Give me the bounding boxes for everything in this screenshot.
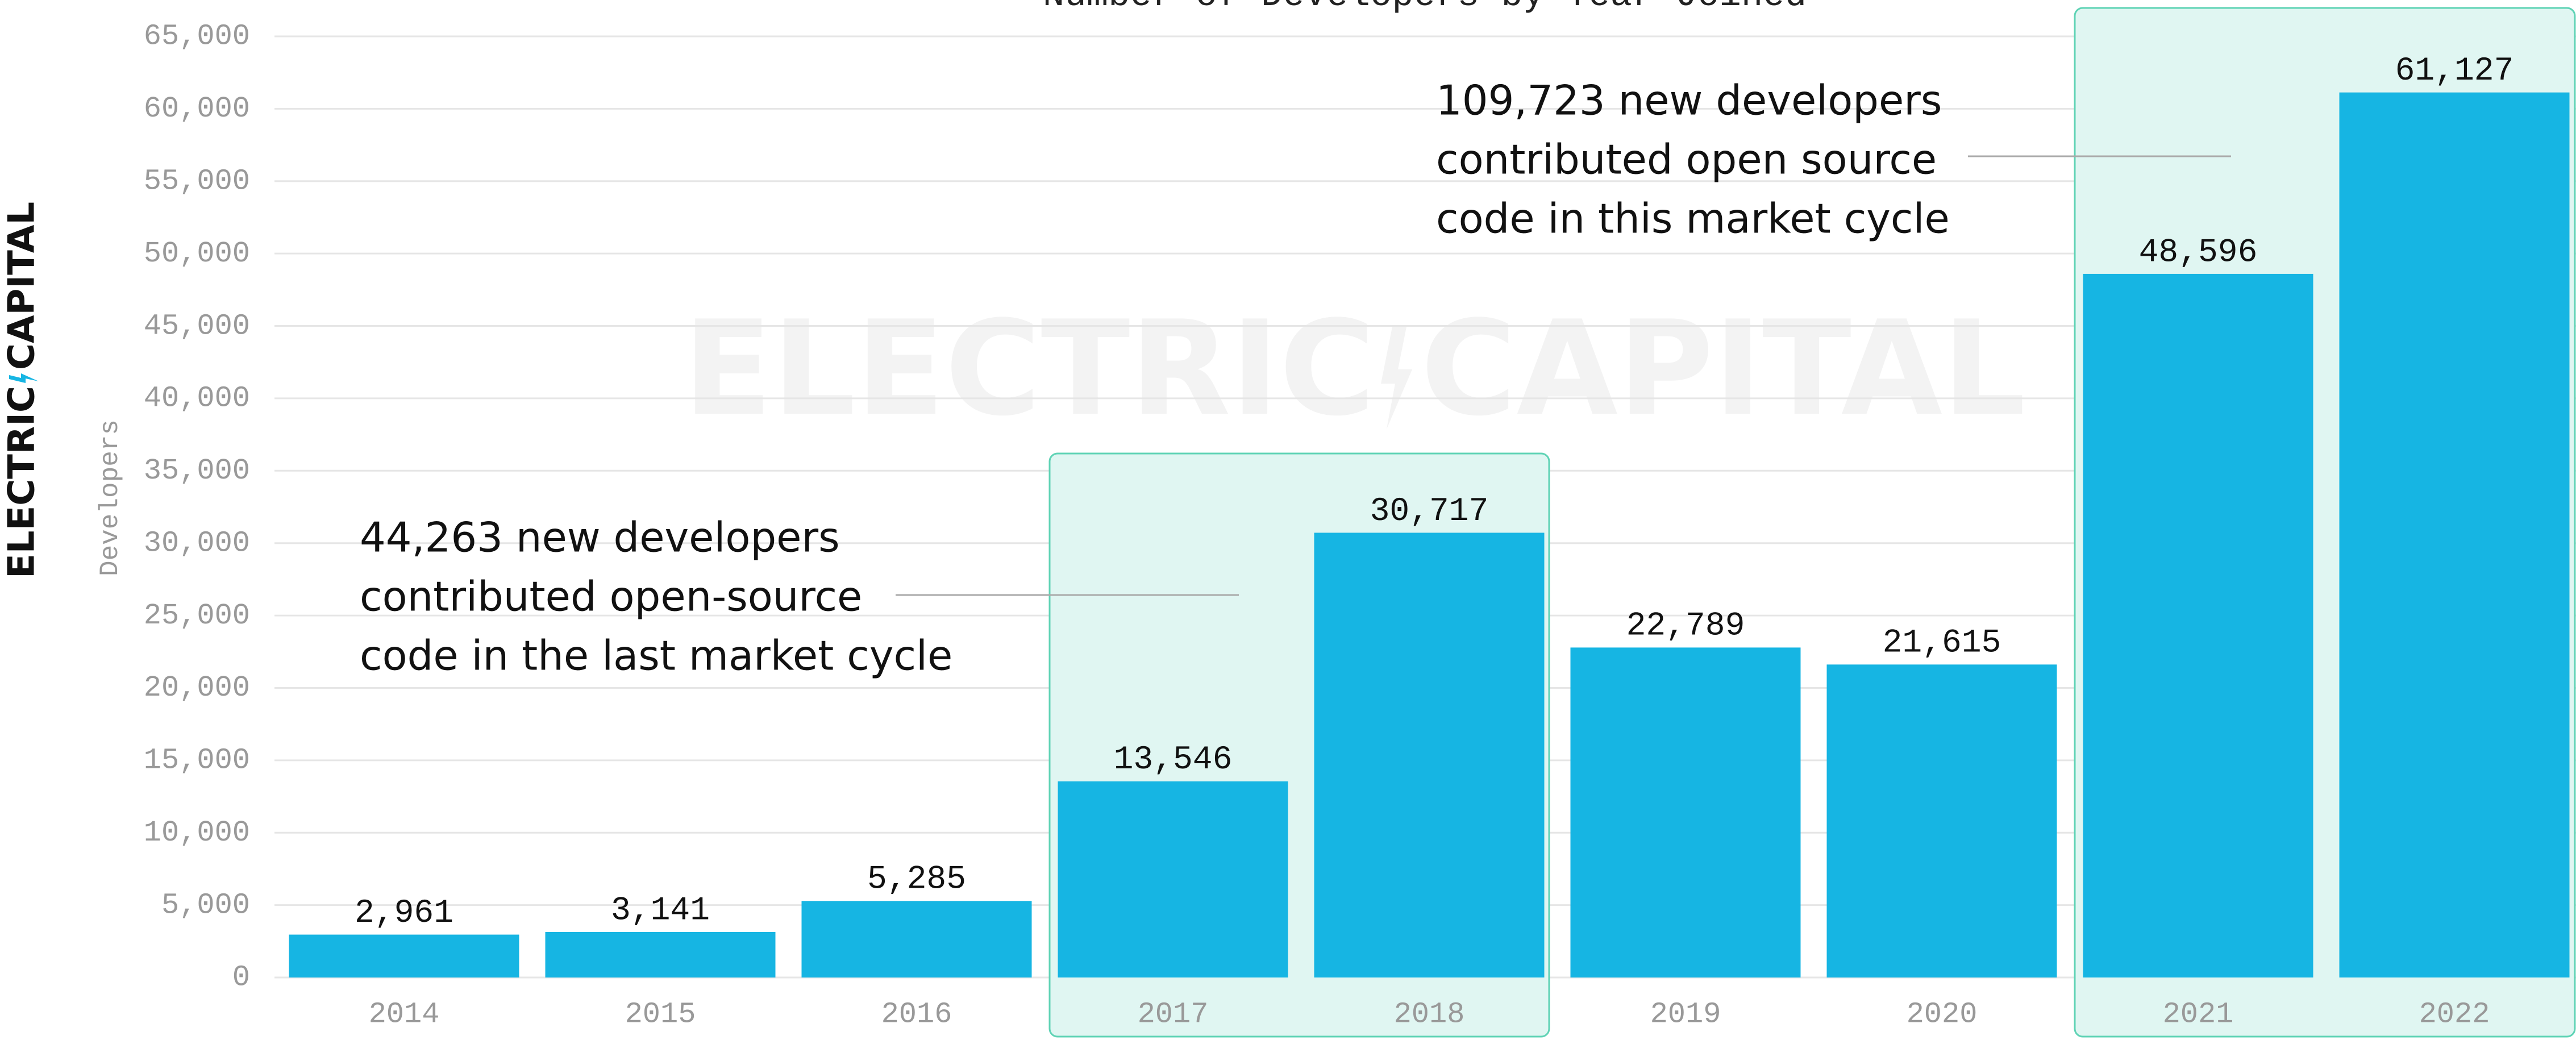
- value-label: 30,717: [1370, 493, 1489, 530]
- value-label: 48,596: [2139, 234, 2258, 271]
- bar: [801, 901, 1032, 977]
- logo-bolt: [9, 373, 39, 383]
- y-tick-label: 30,000: [144, 526, 250, 560]
- y-tick-label: 5,000: [161, 888, 250, 922]
- x-tick-label: 2021: [2163, 998, 2234, 1031]
- watermark: ELECTRIC CAPITAL: [683, 293, 2026, 445]
- y-tick-label: 35,000: [144, 454, 250, 488]
- bar: [1058, 781, 1288, 977]
- watermark-bolt: [1381, 327, 1412, 429]
- x-tick-label: 2020: [1907, 998, 1978, 1031]
- y-tick-label: 40,000: [144, 382, 250, 415]
- y-tick-label: 10,000: [144, 816, 250, 850]
- bar: [2083, 273, 2313, 977]
- x-tick-label: 2019: [1650, 998, 1721, 1031]
- x-tick-label: 2016: [881, 998, 952, 1031]
- annotation-text: contributed open-source: [360, 573, 862, 621]
- logo-text: CAPITAL: [1, 202, 43, 370]
- bar: [1570, 647, 1801, 977]
- bar: [2339, 92, 2570, 977]
- logo: ELECTRIC CAPITAL: [1, 202, 43, 579]
- value-label: 13,546: [1114, 742, 1233, 779]
- value-label: 22,789: [1626, 608, 1745, 645]
- annotation-text: code in the last market cycle: [360, 632, 952, 680]
- x-tick-label: 2014: [369, 998, 440, 1031]
- y-tick-label: 50,000: [144, 237, 250, 271]
- bar: [1826, 664, 2057, 977]
- value-label: 2,961: [355, 895, 453, 932]
- value-label: 21,615: [1883, 625, 2001, 662]
- x-tick-label: 2022: [2419, 998, 2490, 1031]
- y-tick-label: 60,000: [144, 92, 250, 126]
- bar: [1314, 533, 1545, 977]
- y-tick-label: 15,000: [144, 744, 250, 777]
- bar: [545, 931, 776, 977]
- watermark-text: ELECTRIC: [683, 293, 1375, 445]
- y-axis-label: Developers: [95, 419, 125, 576]
- y-tick-label: 0: [232, 961, 250, 995]
- watermark-text: CAPITAL: [1421, 293, 2026, 445]
- y-tick-label: 55,000: [144, 165, 250, 198]
- annotation-text: contributed open source: [1436, 136, 1937, 184]
- bar: [289, 934, 519, 977]
- value-label: 61,127: [2395, 53, 2514, 90]
- logo-text: ELECTRIC: [1, 386, 43, 579]
- x-tick-label: 2015: [625, 998, 696, 1031]
- annotation-text: code in this market cycle: [1436, 195, 1950, 243]
- y-tick-label: 65,000: [144, 20, 250, 53]
- x-tick-label: 2017: [1138, 998, 1209, 1031]
- y-tick-label: 20,000: [144, 671, 250, 705]
- annotation-text: 44,263 new developers: [360, 514, 840, 561]
- value-label: 5,285: [867, 862, 966, 898]
- x-tick-label: 2018: [1394, 998, 1465, 1031]
- y-tick-label: 45,000: [144, 309, 250, 343]
- y-tick-label: 25,000: [144, 599, 250, 633]
- annotation-text: 109,723 new developers: [1436, 77, 1942, 124]
- value-label: 3,141: [611, 892, 710, 929]
- chart-title: Number of Developers by Year Joined: [1043, 0, 1807, 16]
